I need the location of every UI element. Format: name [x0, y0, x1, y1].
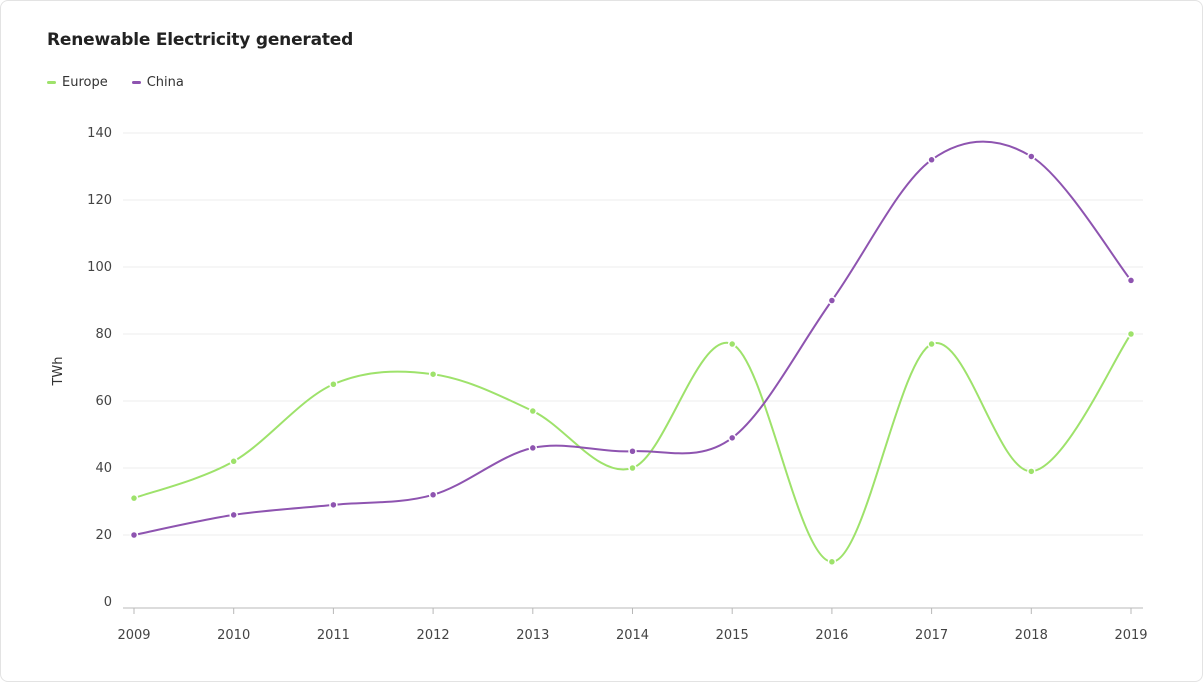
- data-point-europe[interactable]: [1126, 329, 1136, 339]
- legend-label-china: China: [146, 75, 184, 90]
- y-tick-label: 120: [87, 193, 112, 208]
- data-point-europe[interactable]: [927, 339, 936, 349]
- data-point-europe[interactable]: [428, 369, 438, 379]
- y-axis: 0 20 40 60 80 100 120 140: [87, 126, 112, 610]
- y-tick-label: 100: [87, 260, 112, 275]
- chart-title: Renewable Electricity generated: [47, 30, 354, 50]
- y-tick-label: 20: [95, 528, 112, 543]
- x-tick-label: 2017: [915, 628, 948, 643]
- legend-item-china[interactable]: China: [131, 75, 184, 90]
- x-tick-label: 2015: [716, 628, 749, 643]
- data-point-europe[interactable]: [827, 557, 837, 567]
- data-point-china[interactable]: [428, 490, 438, 500]
- y-tick-label: 60: [95, 394, 112, 409]
- y-axis-title: TWh: [51, 356, 66, 386]
- x-tick-label: 2012: [417, 628, 450, 643]
- data-point-china[interactable]: [528, 443, 538, 453]
- x-tick-label: 2016: [815, 628, 848, 643]
- data-point-china[interactable]: [329, 500, 338, 510]
- legend-item-europe[interactable]: Europe: [47, 75, 108, 90]
- data-point-europe[interactable]: [727, 339, 737, 349]
- data-point-europe[interactable]: [229, 457, 238, 466]
- legend-swatch-europe: [47, 81, 56, 84]
- legend: Europe China: [47, 75, 184, 90]
- data-point-china[interactable]: [1126, 276, 1136, 285]
- x-tick-label: 2009: [117, 628, 150, 643]
- legend-label-europe: Europe: [62, 75, 108, 90]
- data-point-china[interactable]: [927, 155, 936, 165]
- y-tick-label: 140: [87, 126, 112, 141]
- grid-lines: [123, 132, 1143, 536]
- x-tick-label: 2010: [217, 628, 250, 643]
- x-tick-label: 2011: [317, 628, 350, 643]
- data-point-europe[interactable]: [329, 380, 338, 389]
- y-tick-label: 80: [95, 327, 112, 342]
- data-point-china[interactable]: [827, 296, 837, 305]
- legend-swatch-china: [131, 81, 141, 84]
- data-point-china[interactable]: [1027, 152, 1036, 161]
- series-group: [129, 140, 1136, 567]
- x-tick-label: 2018: [1015, 628, 1048, 643]
- data-point-europe[interactable]: [129, 493, 139, 503]
- data-point-europe[interactable]: [528, 406, 538, 416]
- x-tick-label: 2013: [516, 628, 549, 643]
- x-axis: 2009 2010 2011 2012 2013 2014 2015 2016 2017 2018…: [117, 607, 1148, 643]
- data-point-china[interactable]: [628, 447, 637, 456]
- data-point-china[interactable]: [727, 433, 737, 443]
- data-point-europe[interactable]: [1027, 467, 1036, 476]
- x-tick-label: 2014: [616, 628, 649, 643]
- data-point-china[interactable]: [129, 530, 139, 540]
- data-point-china[interactable]: [229, 510, 238, 520]
- series-line-china[interactable]: [133, 140, 1132, 536]
- y-tick-label: 0: [104, 595, 112, 610]
- y-tick-label: 40: [95, 461, 112, 476]
- data-point-europe[interactable]: [628, 463, 637, 473]
- x-tick-label: 2019: [1114, 628, 1147, 643]
